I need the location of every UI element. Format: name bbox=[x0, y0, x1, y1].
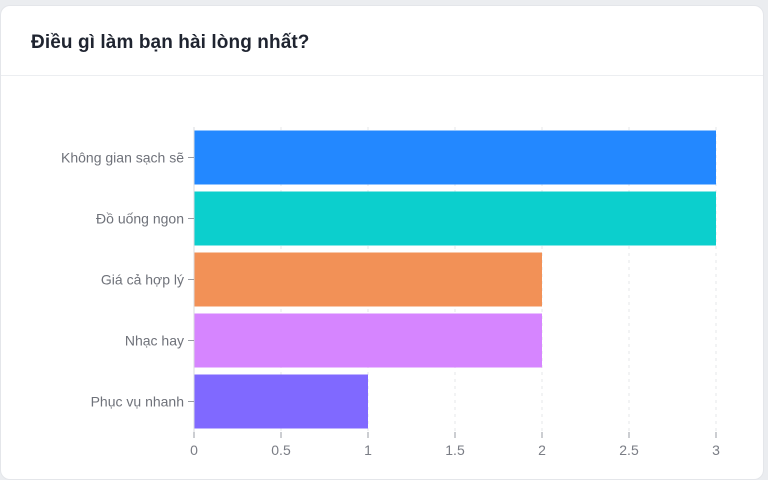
card-title: Điều gì làm bạn hài lòng nhất? bbox=[31, 32, 310, 53]
x-tick-label: 2 bbox=[538, 442, 546, 458]
chart-bars bbox=[194, 130, 716, 429]
x-tick-label: 1.5 bbox=[445, 442, 465, 458]
category-label: Đồ uống ngon bbox=[96, 211, 184, 227]
x-tick-label: 0.5 bbox=[271, 442, 291, 458]
category-label: Giá cả hợp lý bbox=[101, 272, 184, 288]
x-axis-ticks: 0 0.5 1 1.5 2 2.5 3 bbox=[190, 432, 720, 458]
card-header: Điều gì làm bạn hài lòng nhất? bbox=[1, 6, 763, 76]
bar[interactable] bbox=[194, 374, 368, 429]
bar[interactable] bbox=[194, 191, 716, 246]
y-axis-categories: Không gian sạch sẽ Đồ uống ngon Giá cả hợp… bbox=[61, 150, 194, 410]
category-label: Phục vụ nhanh bbox=[91, 394, 184, 410]
bar[interactable] bbox=[194, 130, 716, 185]
category-label: Không gian sạch sẽ bbox=[61, 150, 184, 166]
x-tick-label: 2.5 bbox=[619, 442, 639, 458]
x-tick-label: 3 bbox=[712, 442, 720, 458]
category-label: Nhạc hay bbox=[125, 333, 184, 349]
x-tick-label: 0 bbox=[190, 442, 198, 458]
chart-card: Điều gì làm bạn hài lòng nhất? 0 0.5 1 1.5 2… bbox=[0, 5, 764, 480]
bar-chart: 0 0.5 1 1.5 2 2.5 3 Không gian sạch sẽ Đồ uống … bbox=[61, 127, 720, 458]
x-tick-label: 1 bbox=[364, 442, 372, 458]
bar[interactable] bbox=[194, 252, 542, 307]
bar[interactable] bbox=[194, 313, 542, 368]
